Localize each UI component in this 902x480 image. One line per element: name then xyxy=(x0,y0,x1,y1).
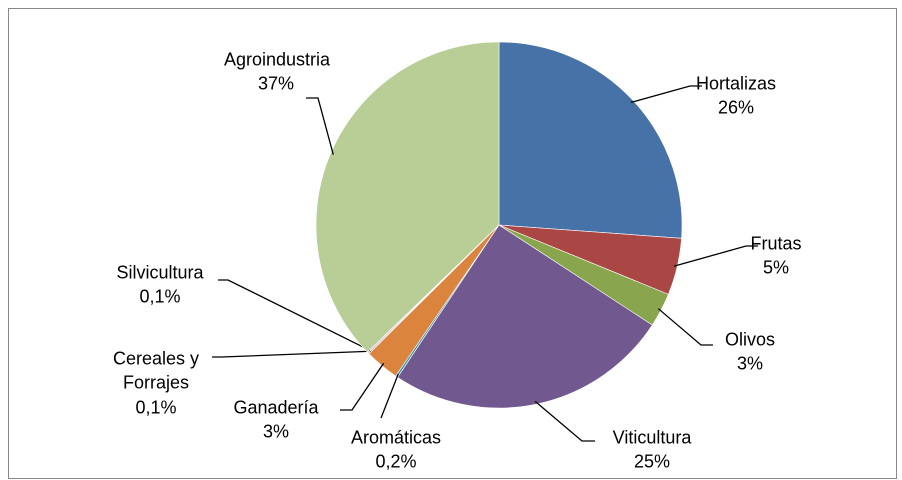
data-label: Cereales y Forrajes 0,1% xyxy=(104,347,208,420)
value-label: 3% xyxy=(736,354,764,374)
leader-line xyxy=(674,245,758,267)
frame xyxy=(8,8,897,479)
leader-line xyxy=(212,350,371,358)
data-label: Aromáticas 0,2% xyxy=(351,426,441,475)
pie-slice xyxy=(397,224,653,409)
leader-line xyxy=(340,362,385,411)
leader-line xyxy=(380,373,399,419)
value-label: 3% xyxy=(262,422,289,442)
leader-line xyxy=(630,85,702,104)
category-label: Agroindustria xyxy=(224,49,331,70)
data-label: Silvicultura 0,1% xyxy=(116,261,203,310)
pie-slice xyxy=(315,41,500,353)
category-label: Frutas xyxy=(750,233,802,254)
data-label: Viticultura 25% xyxy=(613,426,692,475)
category-label: Olivos xyxy=(724,329,776,350)
category-label: Viticultura xyxy=(612,427,692,448)
value-label: 0,2% xyxy=(375,452,417,472)
leader-line xyxy=(306,97,334,155)
category-label: Hortalizas xyxy=(695,73,777,94)
category-label: Ganadería xyxy=(233,397,319,418)
value-label: 0,1% xyxy=(139,287,181,307)
category-label: Aromáticas xyxy=(350,427,442,448)
data-label: Frutas 5% xyxy=(750,232,801,281)
leader-line xyxy=(657,308,713,346)
value-label: 37% xyxy=(257,74,295,94)
category-label: Cereales y Forrajes xyxy=(112,348,200,393)
leader-line xyxy=(218,279,371,352)
pie-slice xyxy=(498,41,683,239)
data-label: Ganadería 3% xyxy=(233,396,318,445)
value-label: 25% xyxy=(633,452,671,472)
leader-line xyxy=(534,400,595,442)
data-label: Agroindustria 37% xyxy=(224,48,331,97)
value-label: 5% xyxy=(762,258,790,278)
value-label: 26% xyxy=(717,98,755,118)
value-label: 0,1% xyxy=(135,397,177,418)
category-label: Silvicultura xyxy=(116,262,204,283)
data-label: Olivos 3% xyxy=(725,328,775,377)
data-label: Hortalizas 26% xyxy=(696,72,776,121)
